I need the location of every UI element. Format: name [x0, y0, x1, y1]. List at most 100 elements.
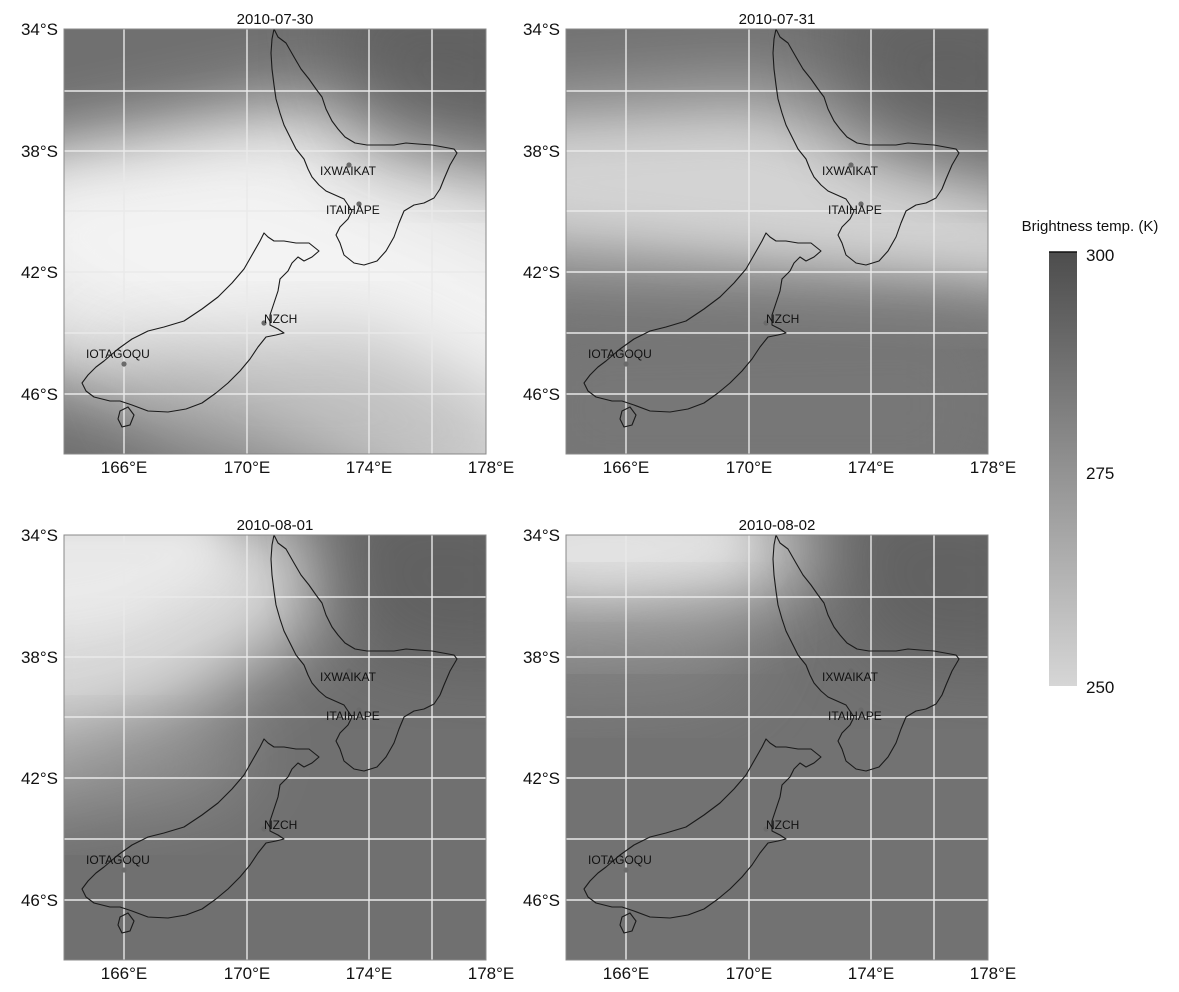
brightness-field	[566, 29, 988, 454]
lon-tick-label: 170°E	[726, 964, 773, 983]
coastline	[583, 28, 960, 428]
coastline-path	[583, 232, 822, 413]
lon-tick-label: 170°E	[224, 458, 271, 477]
station-marker	[121, 867, 127, 873]
colorbar-tick-label: 300	[1086, 246, 1114, 265]
lon-tick-label: 174°E	[346, 964, 393, 983]
lon-tick-label: 178°E	[970, 458, 1017, 477]
coastline-path	[619, 912, 637, 934]
lon-tick-label: 174°E	[848, 964, 895, 983]
station-marker	[356, 201, 362, 207]
brightness-field	[64, 29, 486, 454]
lon-tick-label: 166°E	[603, 964, 650, 983]
lat-tick-label: 38°S	[21, 142, 58, 161]
lat-tick-label: 46°S	[21, 891, 58, 910]
station-marker	[848, 668, 854, 674]
lon-tick-label: 170°E	[726, 458, 773, 477]
lon-tick-label: 174°E	[848, 458, 895, 477]
lat-tick-label: 42°S	[523, 769, 560, 788]
graticule	[566, 535, 988, 960]
station-label: NZCH	[766, 312, 799, 326]
lat-tick-label: 38°S	[21, 648, 58, 667]
colorbar-tick-label: 250	[1086, 678, 1114, 697]
stations: IXWAIKAT ITAIHAPE NZCH IOTAGOQU	[588, 162, 882, 367]
lon-tick-label: 178°E	[468, 964, 515, 983]
station-marker	[623, 361, 629, 367]
stations: IXWAIKAT ITAIHAPE NZCH IOTAGOQU	[86, 162, 380, 367]
graticule	[566, 29, 988, 454]
map-panel: IXWAIKAT ITAIHAPE NZCH IOTAGOQU 2010-07-31 34…	[523, 11, 1017, 477]
station-label: IXWAIKAT	[822, 670, 879, 684]
lat-tick-label: 46°S	[523, 385, 560, 404]
coastline	[583, 534, 960, 934]
graticule	[64, 29, 486, 454]
coastline-path	[81, 232, 320, 413]
station-marker	[848, 162, 854, 168]
lat-tick-label: 34°S	[523, 526, 560, 545]
station-label: IOTAGOQU	[86, 347, 150, 361]
coastline	[81, 28, 458, 428]
station-marker	[858, 201, 864, 207]
station-label: NZCH	[264, 312, 297, 326]
lon-tick-label: 166°E	[603, 458, 650, 477]
station-label: IXWAIKAT	[822, 164, 879, 178]
station-marker	[261, 826, 267, 832]
panel-title: 2010-07-30	[237, 11, 314, 28]
colorbar-title: Brightness temp. (K)	[1022, 218, 1159, 235]
lon-tick-label: 170°E	[224, 964, 271, 983]
panel-title: 2010-07-31	[739, 11, 816, 28]
lat-tick-label: 42°S	[21, 769, 58, 788]
station-label: IXWAIKAT	[320, 670, 377, 684]
coastline-path	[619, 406, 637, 428]
coastline-path	[772, 534, 960, 772]
lon-tick-label: 174°E	[346, 458, 393, 477]
map-panels: IXWAIKAT ITAIHAPE NZCH IOTAGOQU 2010-07-30 34…	[21, 11, 1017, 983]
station-label: NZCH	[766, 818, 799, 832]
panel-frame	[565, 28, 989, 455]
map-panel: IXWAIKAT ITAIHAPE NZCH IOTAGOQU 2010-08-02 34…	[523, 517, 1017, 983]
station-label: ITAIHAPE	[326, 709, 380, 723]
panel-frame	[63, 28, 487, 455]
coastline-path	[270, 534, 458, 772]
station-marker	[763, 320, 769, 326]
station-marker	[858, 707, 864, 713]
lat-tick-label: 46°S	[523, 891, 560, 910]
brightness-field	[64, 535, 486, 960]
graticule	[64, 535, 486, 960]
station-marker	[261, 320, 267, 326]
lat-tick-label: 38°S	[523, 648, 560, 667]
station-marker	[346, 162, 352, 168]
panel-title: 2010-08-01	[237, 517, 314, 534]
lon-tick-label: 178°E	[970, 964, 1017, 983]
lon-tick-label: 178°E	[468, 458, 515, 477]
map-panel: IXWAIKAT ITAIHAPE NZCH IOTAGOQU 2010-07-30 34…	[21, 11, 515, 477]
station-label: IOTAGOQU	[588, 853, 652, 867]
lon-tick-label: 166°E	[101, 964, 148, 983]
station-marker	[623, 867, 629, 873]
station-marker	[763, 826, 769, 832]
station-label: IOTAGOQU	[588, 347, 652, 361]
station-label: NZCH	[264, 818, 297, 832]
station-label: IXWAIKAT	[320, 164, 377, 178]
panel-frame	[63, 534, 487, 961]
lat-tick-label: 38°S	[523, 142, 560, 161]
colorbar: Brightness temp. (K) 300 275 250	[1022, 218, 1159, 697]
coastline-path	[772, 28, 960, 266]
lon-tick-label: 166°E	[101, 458, 148, 477]
coastline	[81, 534, 458, 934]
coastline-path	[81, 738, 320, 919]
lat-tick-label: 34°S	[21, 526, 58, 545]
panel-frame	[565, 534, 989, 961]
brightness-field	[566, 535, 988, 960]
station-marker	[346, 668, 352, 674]
colorbar-gradient	[1049, 252, 1077, 686]
lat-tick-label: 46°S	[21, 385, 58, 404]
lat-tick-label: 34°S	[21, 20, 58, 39]
station-marker	[121, 361, 127, 367]
stations: IXWAIKAT ITAIHAPE NZCH IOTAGOQU	[86, 668, 380, 873]
map-panel: IXWAIKAT ITAIHAPE NZCH IOTAGOQU 2010-08-01 34…	[21, 517, 515, 983]
panel-title: 2010-08-02	[739, 517, 816, 534]
coastline-path	[270, 28, 458, 266]
lat-tick-label: 34°S	[523, 20, 560, 39]
